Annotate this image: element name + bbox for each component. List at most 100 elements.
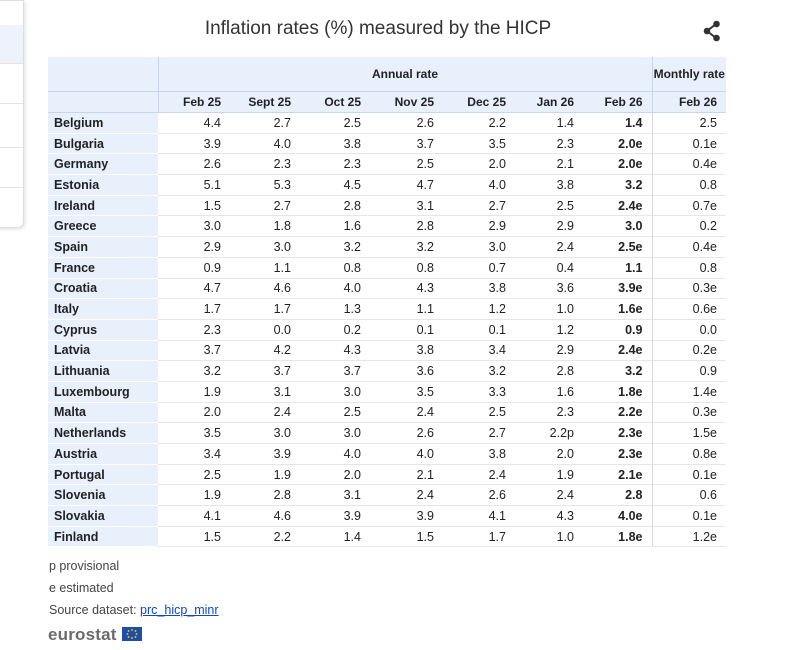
value-cell: 1.2e	[651, 526, 726, 548]
value-cell: 2.7	[443, 195, 515, 217]
country-cell: Slovenia	[48, 484, 158, 507]
table-row: Estonia 5.1 5.3 4.5 4.7 4.0 3.8 3.2 0.8	[48, 174, 726, 196]
table-row: Croatia 4.7 4.6 4.0 4.3 3.8 3.6 3.9e 0.3e	[48, 278, 726, 300]
source-link[interactable]: prc_hicp_minr	[140, 603, 219, 617]
value-cell: 2.7	[230, 112, 300, 134]
value-cell: 2.8	[583, 484, 652, 507]
value-cell: 4.0e	[583, 505, 652, 527]
country-cell: France	[48, 257, 158, 279]
value-cell: 3.4	[443, 340, 515, 362]
value-cell: 1.7	[158, 298, 230, 320]
value-cell: 1.4e	[651, 381, 726, 403]
value-cell: 4.2	[230, 340, 300, 362]
value-cell: 2.9	[515, 215, 583, 238]
value-cell: 0.6e	[651, 298, 726, 320]
value-cell: 2.2	[443, 112, 515, 134]
value-cell: 0.1	[443, 319, 515, 341]
country-cell: Latvia	[48, 340, 158, 362]
value-cell: 3.5	[443, 133, 515, 155]
value-cell: 2.5	[515, 195, 583, 217]
value-cell: 3.1	[370, 195, 443, 217]
data-table: Annual rate Monthly rate Feb 25 Sept 25 Oct…	[48, 57, 726, 548]
value-cell: 4.0	[230, 133, 300, 155]
value-cell: 1.4	[300, 526, 370, 548]
value-cell: 3.9	[370, 505, 443, 527]
table-row: Finland 1.5 2.2 1.4 1.5 1.7 1.0 1.8e 1.2e	[48, 526, 726, 548]
value-cell: 2.5	[158, 464, 230, 486]
value-cell: 1.7	[443, 526, 515, 548]
value-cell: 2.3	[515, 133, 583, 155]
country-cell: Finland	[48, 526, 158, 548]
country-cell: Croatia	[48, 278, 158, 300]
value-cell: 0.1	[370, 319, 443, 341]
table-row: Latvia 3.7 4.2 4.3 3.8 3.4 2.9 2.4e 0.2e	[48, 340, 726, 362]
value-cell: 1.0	[515, 526, 583, 548]
value-cell: 2.4	[443, 464, 515, 486]
value-cell: 4.3	[370, 278, 443, 300]
value-cell: 4.0	[300, 278, 370, 300]
country-cell: Malta	[48, 402, 158, 424]
value-cell: 2.8	[370, 215, 443, 238]
column-header: Sept 25	[230, 91, 300, 113]
value-cell: 2.3	[158, 319, 230, 341]
table-row: Lithuania 3.2 3.7 3.7 3.6 3.2 2.8 3.2 0.9	[48, 360, 726, 382]
value-cell: 1.8e	[583, 526, 652, 548]
value-cell: 2.6	[370, 422, 443, 444]
value-cell: 0.6	[651, 484, 726, 507]
value-cell: 0.9	[583, 319, 652, 341]
value-cell: 2.9	[158, 236, 230, 258]
value-cell: 5.1	[158, 174, 230, 196]
value-cell: 1.6	[300, 215, 370, 238]
value-cell: 3.2	[443, 360, 515, 382]
value-cell: 2.0	[158, 402, 230, 424]
value-cell: 3.2	[583, 174, 652, 196]
table-row: Netherlands 3.5 3.0 3.0 2.6 2.7 2.2p 2.3e 1.5e	[48, 422, 726, 444]
table-row: Italy 1.7 1.7 1.3 1.1 1.2 1.0 1.6e 0.6e	[48, 298, 726, 320]
value-cell: 4.0	[300, 443, 370, 465]
value-cell: 2.3e	[583, 422, 652, 444]
value-cell: 0.2	[651, 215, 726, 238]
source: Source dataset: prc_hicp_minr	[49, 603, 219, 617]
value-cell: 4.7	[158, 278, 230, 300]
value-cell: 1.2	[515, 319, 583, 341]
value-cell: 2.9	[443, 215, 515, 238]
value-cell: 0.3e	[651, 402, 726, 424]
value-cell: 1.5	[370, 526, 443, 548]
side-panel	[0, 0, 24, 228]
value-cell: 0.9	[651, 360, 726, 382]
value-cell: 3.6	[515, 278, 583, 300]
value-cell: 2.1	[370, 464, 443, 486]
side-divider	[0, 147, 23, 148]
country-cell: Ireland	[48, 195, 158, 217]
value-cell: 3.7	[230, 360, 300, 382]
value-cell: 4.7	[370, 174, 443, 196]
value-cell: 1.7	[230, 298, 300, 320]
value-cell: 2.4	[230, 402, 300, 424]
value-cell: 2.6	[158, 153, 230, 176]
value-cell: 1.9	[158, 484, 230, 507]
value-cell: 1.5	[158, 526, 230, 548]
value-cell: 0.4	[515, 257, 583, 279]
share-button[interactable]	[702, 20, 722, 42]
value-cell: 2.5	[300, 112, 370, 134]
value-cell: 3.2	[370, 236, 443, 258]
value-cell: 0.1e	[651, 505, 726, 527]
value-cell: 1.1	[583, 257, 652, 279]
country-cell: Greece	[48, 215, 158, 238]
value-cell: 1.1	[230, 257, 300, 279]
table-row: Luxembourg 1.9 3.1 3.0 3.5 3.3 1.6 1.8e 1.4e	[48, 381, 726, 403]
value-cell: 2.3	[300, 153, 370, 176]
value-cell: 3.0	[300, 381, 370, 403]
value-cell: 4.3	[300, 340, 370, 362]
value-cell: 2.3	[515, 402, 583, 424]
value-cell: 5.3	[230, 174, 300, 196]
value-cell: 3.2	[158, 360, 230, 382]
side-item	[0, 25, 23, 63]
eu-flag	[121, 627, 142, 641]
value-cell: 3.9	[300, 505, 370, 527]
value-cell: 2.9	[515, 340, 583, 362]
value-cell: 2.0e	[583, 133, 652, 155]
corner-cell	[48, 57, 158, 92]
value-cell: 3.7	[158, 340, 230, 362]
